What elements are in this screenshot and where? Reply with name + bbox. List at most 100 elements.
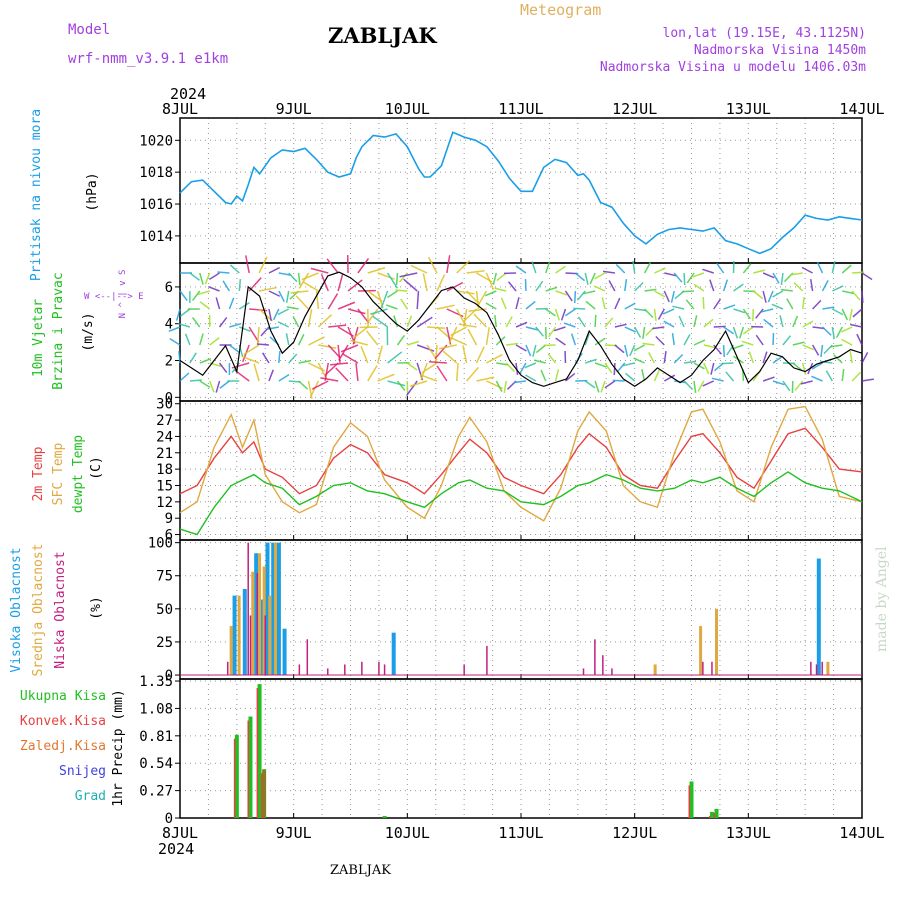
wind-barb <box>703 362 710 375</box>
precip-bar <box>709 811 714 818</box>
wind-barb <box>484 290 497 297</box>
wind-barb <box>647 352 656 364</box>
wind-barb <box>852 308 863 318</box>
time-label-bottom: 8JUL <box>162 824 198 842</box>
wind-barb <box>199 357 212 364</box>
precip-conv-bar <box>247 720 249 818</box>
cloud-bar <box>810 661 812 676</box>
cloud-bar <box>344 664 346 676</box>
precip-bar <box>714 808 719 818</box>
wind-barb <box>702 380 715 387</box>
wind-barb <box>285 290 290 303</box>
precip-bar <box>382 815 387 818</box>
wind-barb <box>710 362 715 375</box>
wind-barb <box>436 365 448 382</box>
wind-barb <box>811 344 820 356</box>
cloud-bar <box>611 668 613 676</box>
y-tick-label: 100 <box>148 536 173 552</box>
wind-barb <box>608 280 616 292</box>
wind-barb <box>812 299 822 310</box>
wind-barb <box>585 300 596 310</box>
wind-barb <box>594 362 607 368</box>
wind-barb <box>713 344 723 355</box>
wind-barb <box>347 279 363 292</box>
wind-barb <box>573 307 586 310</box>
wind-barb <box>702 296 705 310</box>
wind-barb <box>179 308 191 317</box>
wind-barb <box>197 290 210 296</box>
wind-barb <box>416 316 433 328</box>
model-label: Model <box>68 22 110 38</box>
cloud-bar <box>378 661 380 676</box>
wind-barb <box>272 308 280 321</box>
wind-barb <box>179 290 188 302</box>
wind-barb <box>531 261 537 274</box>
y-tick-label: 0.27 <box>139 784 173 800</box>
wind-barb <box>320 377 339 382</box>
wind-barb <box>772 380 785 386</box>
wind-barb <box>466 366 480 382</box>
wind-barb <box>215 380 221 393</box>
wind-barb <box>525 344 532 357</box>
wind-barb <box>338 344 349 361</box>
wind-barb <box>816 261 824 274</box>
wind-barb <box>861 378 874 382</box>
wind-barb <box>600 380 606 393</box>
wind-barb <box>564 308 576 317</box>
wind-barb <box>298 272 310 289</box>
time-label-top: 13JUL <box>726 100 771 118</box>
wind-barb <box>584 380 596 389</box>
wind-barb <box>278 374 290 382</box>
wind-barb <box>850 323 863 328</box>
wind-barb <box>767 290 774 303</box>
wind-barb <box>722 279 729 292</box>
wind-barb <box>629 344 636 357</box>
cloud-bar <box>256 573 259 676</box>
wind-barb <box>340 344 359 353</box>
wind-barb <box>519 362 527 374</box>
precip-conv-bar <box>233 738 236 818</box>
wind-barb <box>711 377 724 382</box>
wind-barb <box>309 380 320 398</box>
wind-barb <box>219 380 230 389</box>
wind-barb <box>811 375 823 382</box>
wind-barb <box>585 358 597 364</box>
sfc-ylabel: SFC Temp <box>51 443 66 506</box>
wind-barb <box>604 380 616 389</box>
y-tick-label: 0 <box>165 668 173 684</box>
wind-speed-line <box>179 271 863 388</box>
wind-barb <box>535 326 544 337</box>
wind-barb <box>513 380 527 384</box>
wind-barb <box>258 286 277 292</box>
wind-barb <box>428 360 447 364</box>
precip-conv-bar <box>713 812 716 818</box>
wind-barb <box>357 308 370 324</box>
wind-barb <box>327 344 342 359</box>
wind-barb <box>297 333 305 346</box>
wind-barb <box>360 346 369 364</box>
wind-barb <box>209 337 220 346</box>
wind-barb <box>410 264 428 274</box>
wind-barb <box>742 308 751 320</box>
watermark: made by Angel <box>874 546 890 652</box>
wind-barb <box>241 355 260 364</box>
wind-barb <box>589 272 596 285</box>
y-tick-label: 0 <box>165 811 173 827</box>
wind-barb <box>748 351 754 364</box>
wind-barb <box>624 302 636 310</box>
wind-barb <box>554 369 560 382</box>
wind-barb <box>505 316 513 328</box>
wind-barb <box>709 279 715 292</box>
wind-barb <box>395 289 408 292</box>
wind-barb <box>762 351 768 364</box>
wind-barb <box>327 293 339 310</box>
wind-barb <box>548 326 557 338</box>
wind-barb <box>634 281 644 292</box>
precip-conv-bar <box>261 773 263 818</box>
wind-barb <box>809 279 814 292</box>
meteogram-label: Meteogram <box>520 1 601 19</box>
wind-barb <box>436 304 455 310</box>
wind-barb <box>663 374 676 382</box>
mid-cloud-ylabel: Srednja Oblacnost <box>31 543 46 676</box>
cloud-bar <box>259 599 264 676</box>
